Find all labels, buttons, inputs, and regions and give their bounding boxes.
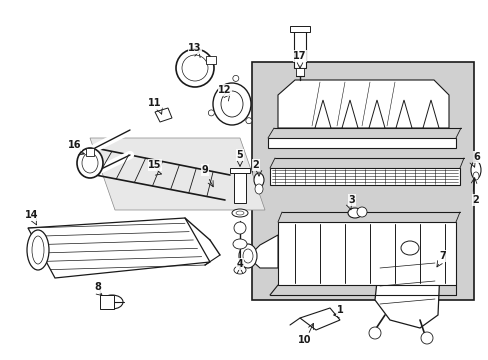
Ellipse shape bbox=[472, 172, 478, 180]
Circle shape bbox=[232, 75, 238, 81]
Ellipse shape bbox=[234, 222, 245, 234]
Polygon shape bbox=[368, 100, 384, 128]
Ellipse shape bbox=[213, 83, 250, 125]
Text: 12: 12 bbox=[218, 85, 231, 95]
Ellipse shape bbox=[236, 211, 244, 215]
Ellipse shape bbox=[27, 230, 49, 270]
Ellipse shape bbox=[32, 236, 44, 264]
Ellipse shape bbox=[239, 244, 257, 268]
Ellipse shape bbox=[182, 55, 207, 81]
Bar bbox=[100, 295, 114, 309]
Ellipse shape bbox=[101, 295, 123, 309]
Text: 13: 13 bbox=[188, 43, 202, 53]
Polygon shape bbox=[374, 248, 439, 328]
Polygon shape bbox=[28, 218, 209, 278]
Text: 17: 17 bbox=[293, 51, 306, 61]
Text: 3: 3 bbox=[348, 195, 355, 205]
Text: 16: 16 bbox=[68, 140, 81, 150]
Ellipse shape bbox=[470, 161, 480, 179]
Polygon shape bbox=[278, 80, 448, 128]
Text: 4: 4 bbox=[236, 259, 243, 269]
Bar bbox=[86, 148, 94, 156]
Ellipse shape bbox=[176, 49, 214, 87]
Text: 1: 1 bbox=[336, 305, 343, 315]
Text: 10: 10 bbox=[298, 335, 311, 345]
Text: 2: 2 bbox=[472, 195, 478, 205]
Polygon shape bbox=[341, 100, 357, 128]
Text: 2: 2 bbox=[252, 160, 259, 170]
Text: 5: 5 bbox=[236, 150, 243, 160]
Text: 15: 15 bbox=[148, 160, 162, 170]
Bar bbox=[205, 56, 216, 64]
Polygon shape bbox=[299, 308, 339, 330]
Bar bbox=[289, 26, 309, 32]
Polygon shape bbox=[314, 100, 330, 128]
Ellipse shape bbox=[221, 91, 243, 117]
Ellipse shape bbox=[77, 148, 103, 178]
Ellipse shape bbox=[253, 173, 264, 187]
Circle shape bbox=[356, 207, 366, 217]
Bar bbox=[251, 62, 473, 300]
Circle shape bbox=[368, 327, 380, 339]
Polygon shape bbox=[278, 222, 455, 285]
Bar bbox=[295, 68, 304, 76]
Ellipse shape bbox=[347, 208, 361, 218]
Circle shape bbox=[208, 110, 214, 116]
Polygon shape bbox=[422, 100, 438, 128]
Text: 14: 14 bbox=[25, 210, 39, 220]
Polygon shape bbox=[267, 138, 455, 148]
Polygon shape bbox=[395, 100, 411, 128]
Ellipse shape bbox=[232, 239, 246, 249]
Polygon shape bbox=[90, 138, 264, 210]
Text: 11: 11 bbox=[148, 98, 162, 108]
Polygon shape bbox=[247, 235, 278, 268]
Ellipse shape bbox=[400, 241, 418, 255]
Circle shape bbox=[245, 118, 251, 124]
Text: 9: 9 bbox=[201, 165, 208, 175]
Circle shape bbox=[420, 332, 432, 344]
Ellipse shape bbox=[82, 153, 98, 173]
Text: 8: 8 bbox=[94, 282, 101, 292]
Polygon shape bbox=[269, 168, 459, 185]
Ellipse shape bbox=[243, 249, 252, 263]
Polygon shape bbox=[155, 108, 172, 122]
Ellipse shape bbox=[254, 184, 263, 194]
Ellipse shape bbox=[231, 209, 247, 217]
Text: 7: 7 bbox=[439, 251, 446, 261]
Bar bbox=[293, 28, 305, 68]
Text: 6: 6 bbox=[473, 152, 479, 162]
Bar bbox=[234, 168, 245, 203]
Ellipse shape bbox=[234, 266, 245, 274]
Bar bbox=[229, 168, 249, 173]
